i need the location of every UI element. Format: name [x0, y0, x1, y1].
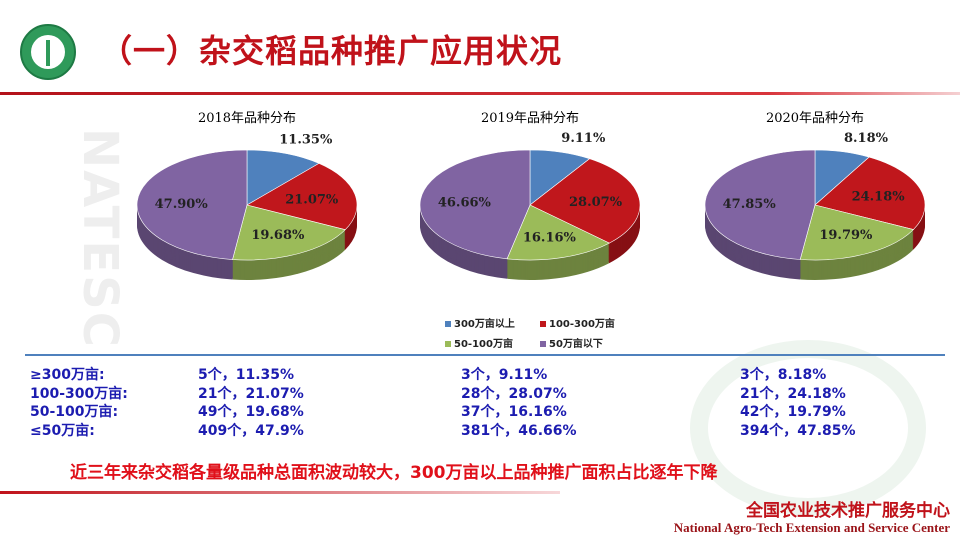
chart-title: 2018年品种分布: [198, 111, 296, 126]
org-name-cn: 全国农业技术推广服务中心: [746, 501, 950, 521]
cell: 394个，47.85%: [740, 422, 856, 439]
conclusion-text: 近三年来杂交稻各量级品种总面积波动较大，300万亩以上品种推广面积占比逐年下降: [70, 463, 718, 483]
pie-slice: [704, 149, 816, 260]
cell: 42个，19.79%: [740, 404, 846, 420]
page-title: （一）杂交稻品种推广应用状况: [100, 32, 563, 70]
pie-slice: [814, 156, 926, 230]
legend-label: 50万亩以下: [549, 339, 603, 350]
footer-divider: [0, 491, 560, 494]
legend-item: 100-300万亩: [540, 315, 615, 330]
row-label: 100-300万亩:: [30, 385, 128, 402]
cell: 409个，47.9%: [198, 422, 304, 439]
pie-label: 21.07%: [285, 193, 339, 208]
pie-slice: [506, 204, 611, 261]
cell: 21个，21.07%: [198, 385, 304, 402]
pie-label: 19.68%: [251, 228, 305, 243]
row-labels: ≥300万亩: 100-300万亩: 50-100万亩: ≤50万亩:: [30, 366, 128, 440]
pie-slice: [246, 149, 320, 206]
pie-label: 47.85%: [723, 197, 777, 212]
row-label: ≤50万亩:: [30, 422, 95, 439]
pie-label: 24.18%: [852, 189, 906, 204]
legend-label: 300万亩以上: [454, 319, 515, 330]
pie-slice: [799, 204, 915, 261]
natesc-logo: [20, 24, 76, 80]
section-divider: [25, 354, 945, 356]
header-divider: [0, 92, 960, 95]
row-label: 50-100万亩:: [30, 404, 119, 420]
org-name-en: National Agro-Tech Extension and Service…: [673, 520, 950, 535]
cell: 3个，8.18%: [740, 367, 827, 383]
pie-label: 28.07%: [569, 195, 623, 210]
legend-swatch: [445, 341, 451, 347]
pie-label: 46.66%: [438, 196, 492, 211]
pie-slice: [529, 158, 641, 244]
legend-swatch: [540, 341, 546, 347]
legend-swatch: [445, 321, 451, 327]
pie-label: 8.18%: [844, 131, 889, 146]
pie-label: 11.35%: [279, 132, 333, 147]
cell: 21个，24.18%: [740, 385, 846, 402]
column-2020: 3个，8.18% 21个，24.18% 42个，19.79% 394个，47.8…: [740, 366, 856, 440]
pie-slice: [232, 204, 346, 261]
column-2019: 3个，9.11% 28个，28.07% 37个，16.16% 381个，46.6…: [461, 366, 577, 440]
pie-label: 47.90%: [155, 197, 209, 212]
legend-item: 50万亩以下: [540, 335, 603, 350]
cell: 49个，19.68%: [198, 404, 304, 420]
pie-slice: [136, 149, 248, 260]
pie-charts: 2018年品种分布 11.35% 21.07% 19.68% 47.90% 2019年品种…: [136, 111, 926, 280]
legend-swatch: [540, 321, 546, 327]
row-label: ≥300万亩:: [30, 367, 105, 383]
column-2018: 5个，11.35% 21个，21.07% 49个，19.68% 409个，47.…: [198, 366, 304, 440]
pie-label: 19.79%: [819, 228, 873, 243]
chart-title: 2019年品种分布: [481, 111, 579, 126]
pie-slice: [246, 163, 358, 231]
chart-title: 2020年品种分布: [766, 111, 864, 126]
cell: 3个，9.11%: [461, 367, 548, 383]
pie-label: 9.11%: [561, 131, 606, 146]
legend-label: 100-300万亩: [549, 319, 615, 330]
legend-item: 50-100万亩: [445, 335, 513, 350]
pie-label: 16.16%: [523, 231, 577, 246]
cell: 37个，16.16%: [461, 404, 567, 420]
legend-item: 300万亩以上: [445, 315, 515, 330]
cell: 28个，28.07%: [461, 385, 567, 402]
cell: 5个，11.35%: [198, 367, 295, 383]
pie-slice: [419, 149, 531, 260]
legend-label: 50-100万亩: [454, 339, 513, 350]
cell: 381个，46.66%: [461, 422, 577, 439]
